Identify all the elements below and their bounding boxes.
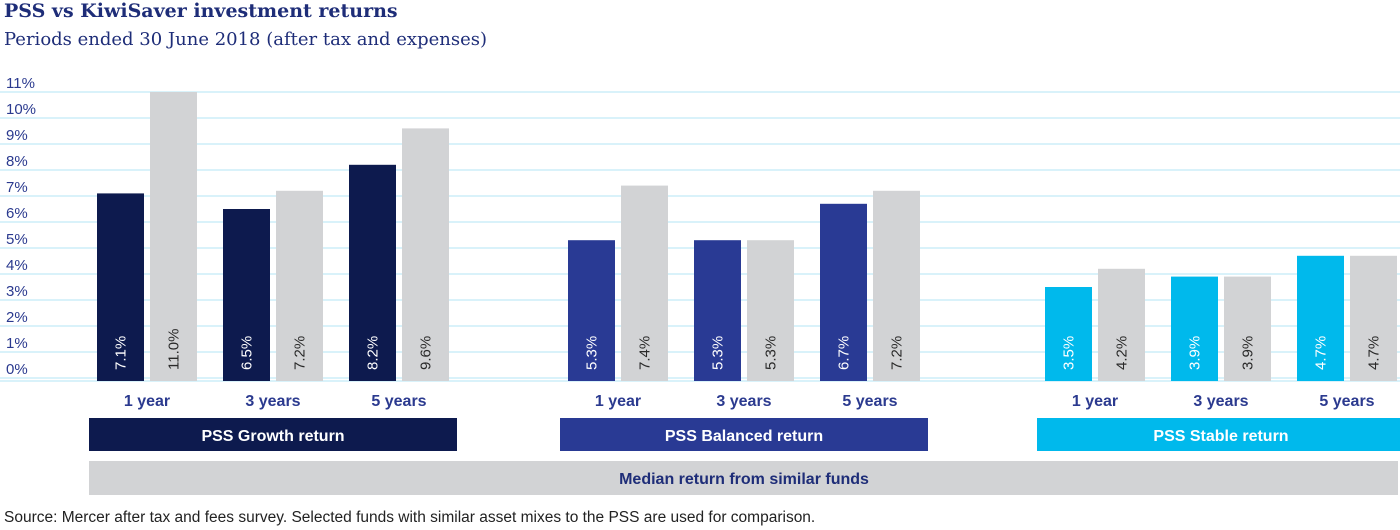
median-bar xyxy=(1098,268,1145,381)
y-tick-label: 10% xyxy=(6,101,36,118)
median-bar xyxy=(150,92,197,381)
period-label: 3 years xyxy=(245,393,300,410)
period-label: 1 year xyxy=(1072,393,1118,410)
pss-value-label: 5.3% xyxy=(584,336,601,370)
median-bar xyxy=(1224,276,1271,381)
median-bar xyxy=(621,185,668,381)
pss-bar xyxy=(97,193,144,381)
period-label: 5 years xyxy=(371,393,426,410)
median-value-label: 3.9% xyxy=(1240,336,1257,370)
median-value-label: 7.2% xyxy=(292,336,309,370)
median-bar xyxy=(747,240,794,381)
group-legend-band xyxy=(560,418,928,451)
median-legend-band xyxy=(89,461,1398,495)
median-legend-label: Median return from similar funds xyxy=(619,471,869,488)
period-label: 3 years xyxy=(716,393,771,410)
median-value-label: 9.6% xyxy=(418,336,435,370)
median-value-label: 11.0% xyxy=(166,329,183,370)
pss-bar xyxy=(694,240,741,381)
median-bar xyxy=(402,128,449,381)
y-tick-label: 7% xyxy=(6,179,28,196)
median-value-label: 4.7% xyxy=(1366,336,1383,370)
period-label: 5 years xyxy=(1319,393,1374,410)
pss-bar xyxy=(568,240,615,381)
y-tick-label: 0% xyxy=(6,361,28,378)
pss-bar xyxy=(349,164,396,381)
bar-chart: 0% 1% 2% 3% 4% 5% 6% 7% 8% 9% 10% 11% 7.1% 11.0% 1 yea… xyxy=(0,75,1400,495)
median-bar xyxy=(1350,255,1397,381)
group-legend-label: PSS Balanced return xyxy=(665,428,823,445)
median-value-label: 4.2% xyxy=(1114,336,1131,370)
pss-bar xyxy=(820,203,867,381)
median-bar xyxy=(873,190,920,381)
median-bar xyxy=(276,190,323,381)
y-tick-label: 9% xyxy=(6,127,28,144)
period-label: 1 year xyxy=(124,393,170,410)
y-tick-label: 11% xyxy=(6,75,35,92)
source-note: Source: Mercer after tax and fees survey… xyxy=(4,509,816,526)
pss-value-label: 4.7% xyxy=(1313,336,1330,370)
group-legend-label: PSS Growth return xyxy=(201,428,344,445)
pss-value-label: 8.2% xyxy=(365,336,382,370)
pss-value-label: 6.7% xyxy=(836,336,853,370)
group-legend-band xyxy=(89,418,457,451)
pss-bar xyxy=(1297,255,1344,381)
median-value-label: 7.2% xyxy=(889,336,906,370)
y-tick-label: 8% xyxy=(6,153,28,170)
pss-bar xyxy=(1171,276,1218,381)
y-tick-label: 6% xyxy=(6,205,28,222)
chart-subtitle: Periods ended 30 June 2018 (after tax an… xyxy=(4,29,487,50)
pss-value-label: 5.3% xyxy=(710,336,727,370)
pss-value-label: 3.9% xyxy=(1187,336,1204,370)
pss-value-label: 3.5% xyxy=(1061,336,1078,370)
median-value-label: 5.3% xyxy=(763,336,780,370)
y-tick-label: 1% xyxy=(6,335,28,352)
median-value-label: 7.4% xyxy=(637,336,654,370)
period-label: 5 years xyxy=(842,393,897,410)
pss-value-label: 6.5% xyxy=(239,336,256,370)
y-tick-label: 5% xyxy=(6,231,28,248)
group-legend-band xyxy=(1037,418,1400,451)
period-label: 1 year xyxy=(595,393,641,410)
pss-value-label: 7.1% xyxy=(113,336,130,370)
y-tick-label: 4% xyxy=(6,257,28,274)
group-legend-label: PSS Stable return xyxy=(1153,428,1288,445)
y-tick-label: 2% xyxy=(6,309,28,326)
y-tick-label: 3% xyxy=(6,283,28,300)
chart-title: PSS vs KiwiSaver investment returns xyxy=(4,0,398,22)
pss-bar xyxy=(1045,287,1092,381)
period-label: 3 years xyxy=(1193,393,1248,410)
pss-bar xyxy=(223,209,270,381)
